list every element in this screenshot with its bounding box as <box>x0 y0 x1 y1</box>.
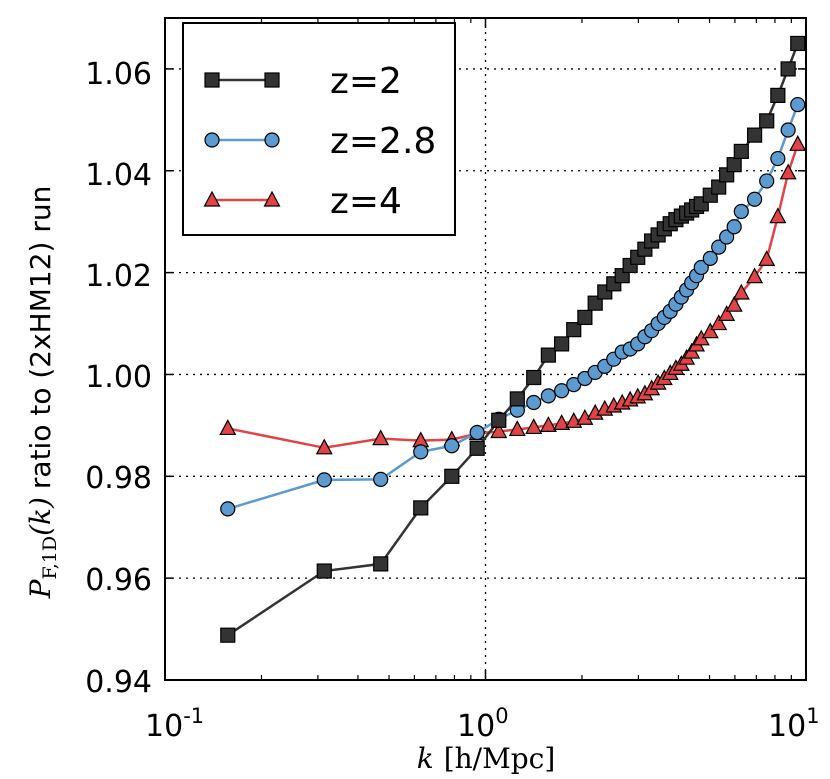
y-tick-label-0: 0.94 <box>85 665 152 700</box>
data-point-s0-33 <box>726 157 742 173</box>
y-tick-label-4: 1.02 <box>85 259 152 294</box>
x-axis-label: k [h/Mpc] <box>417 742 556 775</box>
data-point-s0-35 <box>746 127 763 143</box>
x-tick-label-1: 100 <box>457 704 509 744</box>
data-point-s0-4 <box>444 468 460 484</box>
data-point-s0-39 <box>790 35 806 52</box>
legend-label-z2-8: z=2.8 <box>330 121 436 162</box>
data-point-s1-30 <box>702 250 718 266</box>
data-point-s0-11 <box>566 322 582 338</box>
x-tick-label-2: 101 <box>768 704 820 744</box>
data-point-s1-8 <box>526 394 542 411</box>
data-point-s2-8 <box>525 418 543 435</box>
data-point-s1-0 <box>220 501 236 517</box>
data-point-s1-5 <box>469 424 485 441</box>
data-point-s0-2 <box>373 556 389 572</box>
data-point-s1-2 <box>373 471 389 487</box>
y-tick-label-6: 1.06 <box>85 57 152 92</box>
legend-marker-right-1 <box>264 132 280 148</box>
data-point-s2-7 <box>508 420 526 437</box>
data-point-s0-3 <box>413 500 429 516</box>
legend-label-z2: z=2 <box>330 61 402 102</box>
data-point-s2-10 <box>553 414 571 430</box>
data-point-s1-33 <box>726 219 742 235</box>
data-point-s0-1 <box>316 563 332 579</box>
data-point-s0-37 <box>770 87 786 104</box>
data-point-s2-34 <box>732 283 750 300</box>
data-point-s1-32 <box>719 229 735 245</box>
data-point-s0-38 <box>780 61 796 77</box>
series-0 <box>220 35 806 643</box>
data-point-s2-39 <box>789 135 807 151</box>
legend-marker-right-2 <box>263 190 281 207</box>
data-point-s2-33 <box>725 295 743 312</box>
data-point-s1-1 <box>316 472 332 488</box>
data-point-s2-37 <box>769 207 787 224</box>
data-point-s0-13 <box>587 295 603 311</box>
data-point-s2-0 <box>219 419 237 436</box>
data-point-s1-29 <box>693 259 709 276</box>
data-point-s0-6 <box>491 412 507 428</box>
data-point-s1-3 <box>413 444 429 460</box>
y-tick-label-1: 0.96 <box>85 563 152 598</box>
legend-marker-left-2 <box>203 190 221 207</box>
series-1 <box>220 96 806 517</box>
data-point-s1-36 <box>759 173 775 189</box>
data-point-s2-6 <box>490 422 508 439</box>
y-axis-label: PF,1D(k)ratio to (2xHM12) run <box>24 186 61 600</box>
data-point-s2-38 <box>779 163 797 180</box>
legend-marker-left-0 <box>204 72 220 88</box>
series-layer <box>219 35 807 643</box>
data-point-s1-4 <box>444 438 460 454</box>
x-tick-label-0: 10-1 <box>145 704 204 744</box>
data-point-s0-0 <box>220 627 236 643</box>
legend: z=2 z=2.8 z=4 <box>182 22 456 236</box>
data-point-s2-30 <box>701 322 719 339</box>
legend-label-z4: z=4 <box>330 181 402 222</box>
legend-marker-right-0 <box>264 72 280 88</box>
data-point-s0-34 <box>733 143 749 160</box>
data-point-s0-9 <box>540 347 556 363</box>
data-point-s2-2 <box>372 429 390 446</box>
data-point-s2-36 <box>758 250 776 266</box>
legend-marker-left-1 <box>204 132 220 148</box>
y-tick-label-3: 1.00 <box>85 360 152 395</box>
legend-rows <box>203 72 281 207</box>
y-tick-label-5: 1.04 <box>85 158 152 193</box>
data-point-s0-31 <box>711 179 727 195</box>
data-point-s1-35 <box>746 191 763 207</box>
data-point-s1-37 <box>770 150 786 167</box>
data-point-s2-31 <box>710 314 728 331</box>
data-point-s0-5 <box>469 440 485 456</box>
data-point-s0-12 <box>577 309 593 326</box>
ticks <box>164 18 807 681</box>
data-point-s1-10 <box>554 383 570 399</box>
data-point-s0-10 <box>554 336 570 352</box>
data-point-s0-7 <box>509 391 525 407</box>
data-point-s2-35 <box>746 267 764 284</box>
data-point-s1-31 <box>711 239 727 255</box>
data-point-s0-36 <box>759 113 775 129</box>
data-point-s1-39 <box>790 96 806 113</box>
data-point-s2-1 <box>315 438 333 455</box>
data-point-s2-32 <box>718 305 736 321</box>
data-point-s1-34 <box>733 203 749 220</box>
data-point-s1-9 <box>540 388 556 404</box>
data-point-s0-8 <box>526 369 542 386</box>
data-point-s1-38 <box>780 122 796 138</box>
y-tick-label-2: 0.98 <box>85 461 152 496</box>
data-point-s2-9 <box>539 416 557 432</box>
